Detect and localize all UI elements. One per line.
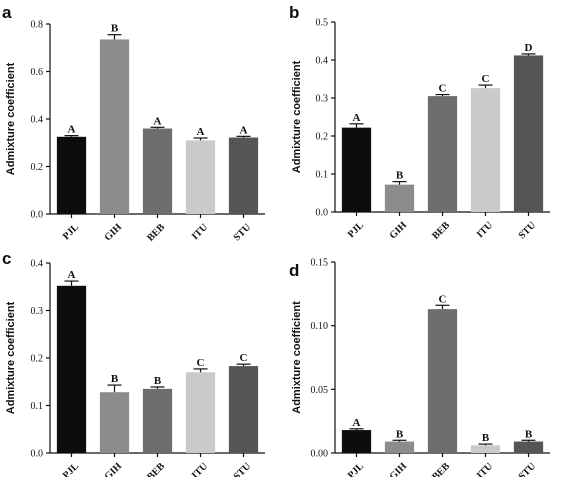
bar-pjl bbox=[341, 127, 372, 212]
significance-letter: B bbox=[111, 23, 119, 35]
significance-letter: C bbox=[439, 293, 447, 305]
significance-letter: C bbox=[197, 357, 205, 369]
panel-letter-b: b bbox=[289, 3, 299, 22]
bar-itu bbox=[470, 445, 501, 453]
significance-letter: B bbox=[111, 373, 119, 385]
y-tick-label: 0.05 bbox=[311, 385, 329, 396]
bar-stu bbox=[228, 137, 259, 214]
y-tick-label: 0.2 bbox=[31, 162, 44, 173]
bar-gih bbox=[99, 392, 130, 453]
y-tick-label: 0.15 bbox=[311, 258, 329, 269]
panel-letter-a: a bbox=[2, 3, 12, 22]
y-tick-label: 0.2 bbox=[316, 132, 329, 143]
y-tick-label: 0.10 bbox=[311, 321, 329, 332]
bar-itu bbox=[185, 372, 216, 453]
significance-letter: C bbox=[240, 352, 248, 364]
y-tick-label: 0.3 bbox=[316, 94, 329, 105]
significance-letter: A bbox=[154, 115, 162, 127]
significance-letter: A bbox=[353, 112, 361, 124]
y-tick-label: 0.5 bbox=[316, 18, 329, 29]
chart-panel-b: b Admixture coefficient 0.0 0.1 0.2 0.3 0.4 0.5… bbox=[289, 3, 550, 242]
significance-letter: A bbox=[197, 126, 205, 138]
panel-letter-c: c bbox=[2, 249, 11, 268]
y-tick-label: 0.00 bbox=[311, 449, 329, 460]
bar-beb bbox=[142, 128, 173, 214]
significance-letter: B bbox=[154, 375, 162, 387]
y-tick-label: 0.0 bbox=[31, 210, 44, 221]
significance-letter: C bbox=[439, 83, 447, 95]
bar-stu bbox=[228, 366, 259, 453]
bar-itu bbox=[470, 88, 501, 212]
y-tick-label: 0.4 bbox=[31, 115, 44, 126]
bar-beb bbox=[142, 388, 173, 453]
y-tick-label: 0.2 bbox=[31, 354, 44, 365]
y-tick-label: 0.4 bbox=[31, 259, 44, 270]
significance-letter: B bbox=[396, 170, 404, 182]
significance-letter: B bbox=[525, 428, 533, 440]
bar-gih bbox=[384, 441, 415, 453]
significance-letter: A bbox=[353, 417, 361, 429]
significance-letter: A bbox=[68, 269, 76, 281]
y-tick-label: 0.0 bbox=[31, 449, 44, 460]
bar-gih bbox=[384, 184, 415, 212]
y-axis-label: Admixture coefficient bbox=[5, 301, 17, 414]
bar-pjl bbox=[341, 430, 372, 453]
panel-letter-d: d bbox=[289, 261, 299, 280]
bar-stu bbox=[513, 55, 544, 212]
y-tick-label: 0.8 bbox=[31, 20, 44, 31]
bar-gih bbox=[99, 39, 130, 214]
bar-pjl bbox=[56, 285, 87, 453]
bar-beb bbox=[427, 309, 458, 453]
significance-letter: D bbox=[525, 42, 533, 54]
bar-stu bbox=[513, 441, 544, 453]
significance-letter: B bbox=[396, 428, 404, 440]
y-tick-label: 0.6 bbox=[31, 67, 44, 78]
y-tick-label: 0.1 bbox=[316, 170, 329, 181]
y-tick-label: 0.3 bbox=[31, 306, 44, 317]
bar-pjl bbox=[56, 136, 87, 214]
y-axis-label: Admixture coefficient bbox=[5, 62, 17, 175]
significance-letter: B bbox=[482, 432, 490, 444]
y-axis-label: Admixture coefficient bbox=[291, 60, 303, 173]
bar-itu bbox=[185, 140, 216, 214]
y-tick-label: 0.0 bbox=[316, 208, 329, 219]
significance-letter: C bbox=[482, 73, 490, 85]
y-tick-label: 0.4 bbox=[316, 56, 329, 67]
significance-letter: A bbox=[68, 124, 76, 136]
y-tick-label: 0.1 bbox=[31, 401, 44, 412]
significance-letter: A bbox=[240, 124, 248, 136]
bar-beb bbox=[427, 96, 458, 212]
y-axis-label: Admixture coefficient bbox=[291, 301, 303, 414]
